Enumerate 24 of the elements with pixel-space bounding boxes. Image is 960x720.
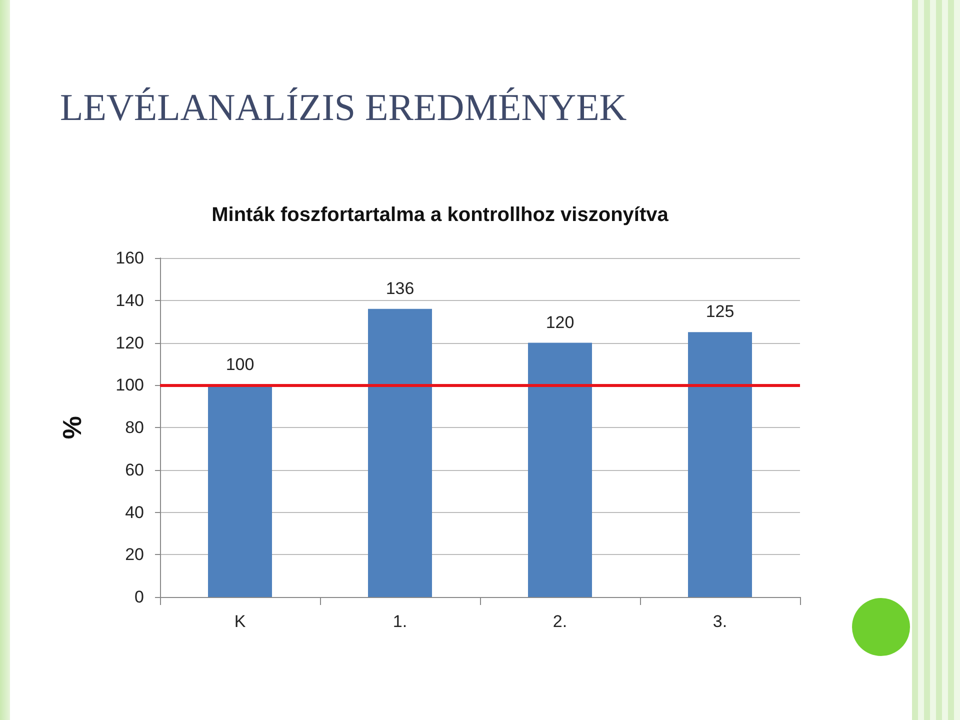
bar — [528, 342, 592, 597]
bar — [688, 332, 752, 597]
y-tick-label: 120 — [116, 333, 144, 352]
y-axis-title: % — [57, 416, 87, 440]
data-label: 120 — [546, 312, 574, 332]
data-label: 136 — [386, 278, 414, 298]
y-tick-label: 60 — [125, 460, 144, 480]
x-tick-label: 3. — [712, 612, 728, 631]
bar — [368, 308, 432, 597]
data-label: 125 — [706, 302, 734, 322]
y-tick-label: 80 — [125, 418, 144, 437]
y-tick-label: 0 — [134, 588, 144, 606]
y-tick-label: 100 — [116, 376, 144, 395]
y-tick-label: 20 — [125, 545, 144, 564]
y-tick-label: 140 — [116, 290, 144, 310]
x-tick-label: 2. — [552, 612, 568, 631]
x-tick-label: 1. — [392, 612, 408, 631]
chart-title: LEVÉLANALÍZIS EREDMÉNYEK — [60, 86, 627, 130]
chart-subtitle: Minták foszfortartalma a kontrollhoz viszonyítva — [212, 204, 670, 226]
data-label: 100 — [226, 355, 254, 374]
y-tick-label: 160 — [116, 248, 144, 268]
x-tick-label: K — [234, 612, 246, 631]
bar — [208, 385, 272, 597]
y-tick-label: 40 — [125, 502, 144, 522]
